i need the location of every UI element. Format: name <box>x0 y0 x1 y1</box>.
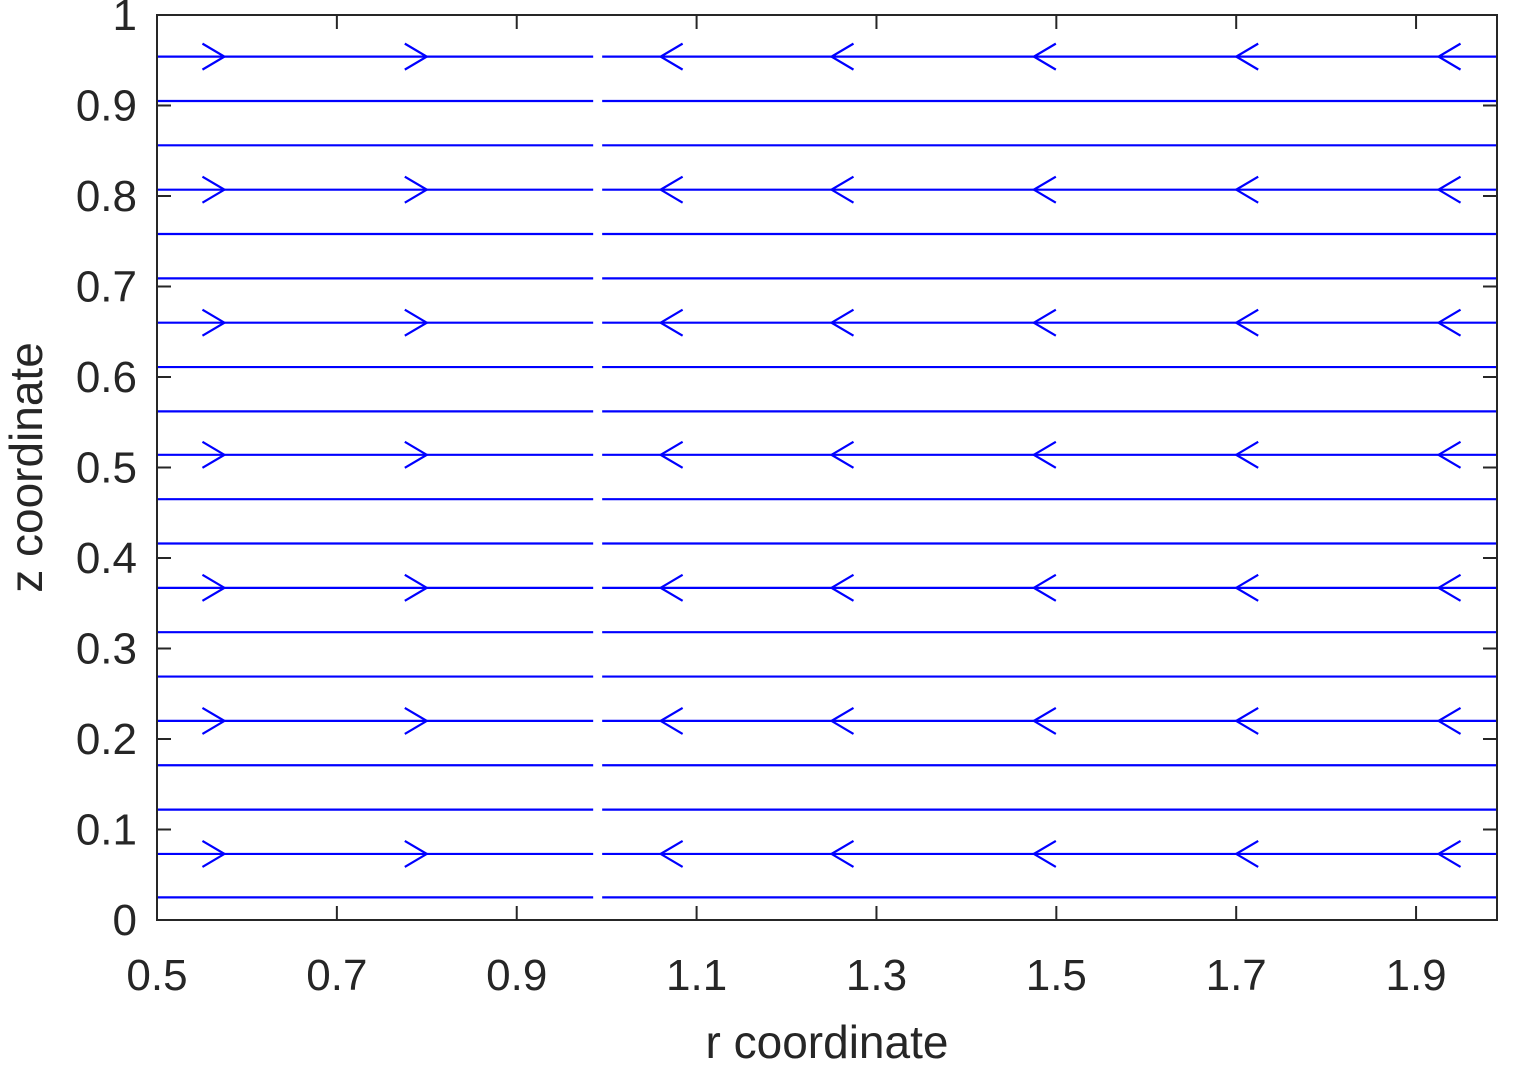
streamline-arrow <box>1031 706 1057 735</box>
streamline-arrow <box>201 706 227 735</box>
tick-labels: 0.5 0.7 0.9 1.1 1.3 1.5 1.7 1.9 0 0.1 0.2 0.3 0.4 0.5… <box>76 0 1447 1000</box>
streamline-arrow <box>658 706 684 735</box>
streamline-arrow <box>1234 175 1259 204</box>
streamline-arrow <box>829 175 855 204</box>
y-tick-label: 0.4 <box>76 534 137 583</box>
y-tick-label: 0.1 <box>76 806 137 855</box>
streamline-arrow <box>1031 573 1057 602</box>
x-tick-label: 1.9 <box>1385 951 1446 1000</box>
x-tick-label: 1.7 <box>1206 951 1267 1000</box>
y-tick-label: 0.5 <box>76 444 137 493</box>
y-tick-label: 0.7 <box>76 263 137 312</box>
axes-box <box>156 14 1498 921</box>
streamline-arrow <box>1436 706 1462 735</box>
streamline-arrow <box>829 573 855 602</box>
streamline-arrow <box>658 308 684 337</box>
y-tick-label: 0.8 <box>76 172 137 221</box>
axes <box>156 14 1498 921</box>
streamline-arrow <box>658 573 684 602</box>
y-tick-label: 0 <box>113 896 137 945</box>
streamline-arrow <box>658 440 684 469</box>
streamline-arrow <box>404 42 429 71</box>
x-tick-label: 0.9 <box>486 951 547 1000</box>
streamline-arrow <box>658 42 684 71</box>
x-tick-label: 0.5 <box>126 951 187 1000</box>
streamlines <box>157 42 1497 899</box>
streamline-arrow <box>829 308 855 337</box>
streamline-arrow <box>1436 175 1462 204</box>
streamline-arrow <box>201 175 227 204</box>
x-axis-label: r coordinate <box>706 1016 949 1065</box>
streamline-arrow <box>829 42 855 71</box>
streamline-arrow <box>201 308 227 337</box>
y-tick-label: 1 <box>113 0 137 40</box>
streamline-arrow <box>829 706 855 735</box>
streamline-arrow <box>1031 42 1057 71</box>
y-tick-label: 0.9 <box>76 82 137 131</box>
streamline-arrow <box>1234 42 1259 71</box>
y-axis-label: z coordinate <box>0 342 52 593</box>
x-tick-label: 1.5 <box>1026 951 1087 1000</box>
streamline-arrow <box>1031 839 1057 868</box>
streamline-arrow <box>201 839 227 868</box>
streamline-arrow <box>404 440 429 469</box>
streamline-arrow <box>201 42 227 71</box>
streamline-arrow <box>201 573 227 602</box>
streamline-arrow <box>1031 308 1057 337</box>
streamline-arrow <box>404 839 429 868</box>
streamline-arrow <box>404 573 429 602</box>
streamline-arrow <box>1234 573 1259 602</box>
streamline-arrow <box>1436 440 1462 469</box>
streamline-arrow <box>1436 573 1462 602</box>
x-tick-label: 1.1 <box>666 951 727 1000</box>
y-tick-label: 0.6 <box>76 353 137 402</box>
streamline-arrow <box>1436 42 1462 71</box>
streamline-arrow <box>1234 839 1259 868</box>
streamline-arrow <box>1234 706 1259 735</box>
streamline-arrow <box>1436 839 1462 868</box>
streamline-arrow <box>1031 440 1057 469</box>
streamline-arrow <box>1436 308 1462 337</box>
streamline-arrow <box>404 175 429 204</box>
x-tick-label: 1.3 <box>846 951 907 1000</box>
streamline-arrow <box>829 839 855 868</box>
streamline-arrow <box>404 706 429 735</box>
streamline-arrow <box>829 440 855 469</box>
x-tick-label: 0.7 <box>306 951 367 1000</box>
streamline-arrow <box>658 175 684 204</box>
streamline-arrow <box>1031 175 1057 204</box>
streamline-arrow <box>1234 440 1259 469</box>
streamline-arrow <box>404 308 429 337</box>
y-tick-label: 0.2 <box>76 715 137 764</box>
streamline-arrow <box>201 440 227 469</box>
streamline-arrow <box>1234 308 1259 337</box>
y-tick-label: 0.3 <box>76 625 137 674</box>
streamline-arrow <box>658 839 684 868</box>
